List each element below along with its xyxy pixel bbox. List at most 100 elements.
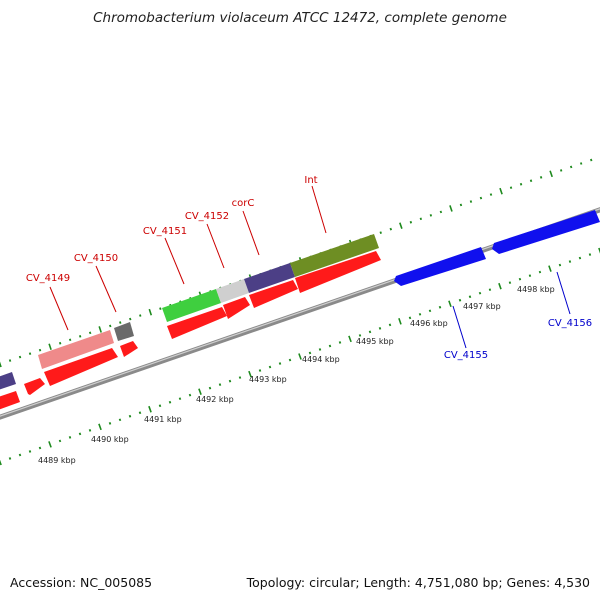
gene-label[interactable]: CV_4152 xyxy=(185,211,229,222)
major-tick xyxy=(398,318,402,325)
minor-tick xyxy=(168,400,172,404)
minor-tick xyxy=(258,369,262,372)
minor-tick xyxy=(579,162,583,165)
gene-label[interactable]: Int xyxy=(304,175,317,186)
major-tick xyxy=(549,170,553,178)
minor-tick xyxy=(378,326,382,330)
axis-label: 4490 kbp xyxy=(91,435,129,444)
major-tick xyxy=(148,405,152,413)
axis-label: 4496 kbp xyxy=(410,319,448,328)
feature-Int xyxy=(290,234,379,277)
minor-tick xyxy=(268,365,272,369)
minor-tick xyxy=(539,175,543,179)
leader-CV_4156 xyxy=(556,271,571,315)
forward-features xyxy=(0,234,379,390)
axis-label: 4493 kbp xyxy=(249,375,287,384)
gene-label[interactable]: corC xyxy=(232,198,255,209)
minor-tick xyxy=(528,274,532,277)
minor-tick xyxy=(18,355,22,359)
feature-CV_4155 xyxy=(394,247,486,286)
minor-tick xyxy=(308,351,312,355)
genome-stats-text: Topology: circular; Length: 4,751,080 bp… xyxy=(246,575,590,590)
minor-tick xyxy=(588,253,592,256)
minor-tick xyxy=(568,260,572,263)
leader-corC xyxy=(242,210,260,256)
minor-tick xyxy=(469,200,473,203)
minor-tick xyxy=(529,179,533,183)
minor-tick xyxy=(519,182,523,186)
minor-tick xyxy=(509,186,513,189)
minor-tick xyxy=(569,165,573,169)
minor-tick xyxy=(8,457,12,460)
major-tick xyxy=(399,222,403,229)
minor-tick xyxy=(58,439,62,443)
minor-tick xyxy=(288,358,292,362)
minor-tick xyxy=(358,334,362,337)
minor-tick xyxy=(218,383,222,387)
gene-label[interactable]: CV_4151 xyxy=(143,226,187,237)
minor-tick xyxy=(58,341,62,345)
major-tick xyxy=(198,388,202,395)
minor-tick xyxy=(328,344,332,348)
minor-tick xyxy=(558,263,562,267)
axis-labels: 4489 kbp 4490 kbp 4491 kbp 4492 kbp 4493… xyxy=(38,285,555,465)
gene-label[interactable]: CV_4150 xyxy=(74,253,118,264)
feature-CV_4151 xyxy=(162,289,221,322)
major-tick xyxy=(348,335,352,343)
minor-tick xyxy=(228,379,232,383)
minor-tick xyxy=(578,256,582,260)
minor-tick xyxy=(468,295,472,299)
minor-tick xyxy=(479,196,483,200)
feature-corC xyxy=(244,263,295,293)
minor-tick xyxy=(438,305,442,309)
minor-tick xyxy=(408,316,412,320)
major-tick xyxy=(48,441,52,448)
minor-tick xyxy=(429,214,433,217)
cds-arrow xyxy=(295,251,381,293)
major-tick xyxy=(248,370,252,378)
gene-label[interactable]: CV_4149 xyxy=(26,273,70,284)
gene-labels: CV_4149 CV_4150 CV_4151 CV_4152 corC Int… xyxy=(26,175,592,361)
minor-tick xyxy=(338,341,342,344)
minor-tick xyxy=(488,288,492,291)
label-leaders xyxy=(49,185,571,349)
major-tick xyxy=(98,326,102,333)
minor-tick xyxy=(538,270,542,274)
major-tick xyxy=(498,282,502,290)
cds-arrow xyxy=(167,307,227,339)
axis-label: 4492 kbp xyxy=(196,395,234,404)
minor-tick xyxy=(278,362,282,365)
major-tick xyxy=(0,361,2,368)
minor-tick xyxy=(88,331,92,335)
major-tick xyxy=(449,205,453,212)
leader-CV_4152 xyxy=(206,223,225,269)
cds-arrow xyxy=(223,297,250,319)
minor-tick xyxy=(38,446,42,450)
minor-tick xyxy=(518,277,522,281)
leader-Int xyxy=(311,185,327,234)
feature-CV_4149 xyxy=(38,330,114,369)
cds-arrows xyxy=(0,251,381,410)
axis-label: 4498 kbp xyxy=(517,285,555,294)
minor-tick xyxy=(188,393,192,397)
minor-tick xyxy=(178,397,182,401)
minor-tick xyxy=(238,376,242,379)
minor-tick xyxy=(389,227,393,231)
minor-tick xyxy=(458,298,462,302)
gene-label[interactable]: CV_4156 xyxy=(548,318,592,329)
minor-tick xyxy=(8,359,12,362)
minor-tick xyxy=(478,291,482,295)
genome-backbone xyxy=(0,207,600,420)
cds-arrow xyxy=(44,348,118,386)
cds-arrow xyxy=(120,341,138,357)
minor-tick xyxy=(428,309,432,313)
gene-label[interactable]: CV_4155 xyxy=(444,350,488,361)
minor-tick xyxy=(88,428,92,432)
minor-tick xyxy=(388,323,392,327)
minor-tick xyxy=(559,169,563,172)
accession-text: Accession: NC_005085 xyxy=(10,575,153,590)
major-tick xyxy=(0,459,2,466)
major-tick xyxy=(148,308,153,316)
